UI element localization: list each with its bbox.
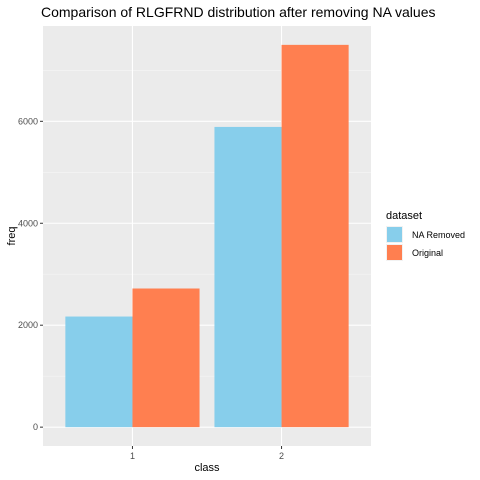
- legend-label-original: Original: [412, 248, 443, 258]
- x-tick-label: 1: [130, 451, 135, 461]
- x-tick-label: 2: [279, 451, 284, 461]
- legend-label-na-removed: NA Removed: [412, 230, 465, 240]
- y-tick-label: 4000: [18, 218, 38, 228]
- y-tick-label: 6000: [18, 116, 38, 126]
- y-tick-label: 0: [33, 422, 38, 432]
- chart-title: Comparison of RLGFRND distribution after…: [41, 4, 436, 20]
- y-axis: 0 2000 4000 6000: [18, 116, 43, 432]
- bar-original-2: [281, 44, 349, 428]
- bar-na-removed-2: [214, 126, 282, 428]
- legend-items: NA Removed Original: [386, 226, 465, 261]
- bar-na-removed-1: [65, 316, 133, 428]
- bar-original-1: [132, 288, 200, 428]
- x-axis-title: class: [194, 462, 220, 474]
- y-tick-label: 2000: [18, 320, 38, 330]
- legend-swatch-na-removed: [387, 227, 402, 242]
- legend: dataset NA Removed Original: [386, 210, 465, 261]
- y-axis-title: freq: [6, 227, 18, 246]
- bars: [65, 44, 349, 428]
- legend-title: dataset: [386, 210, 422, 222]
- legend-swatch-original: [387, 245, 402, 260]
